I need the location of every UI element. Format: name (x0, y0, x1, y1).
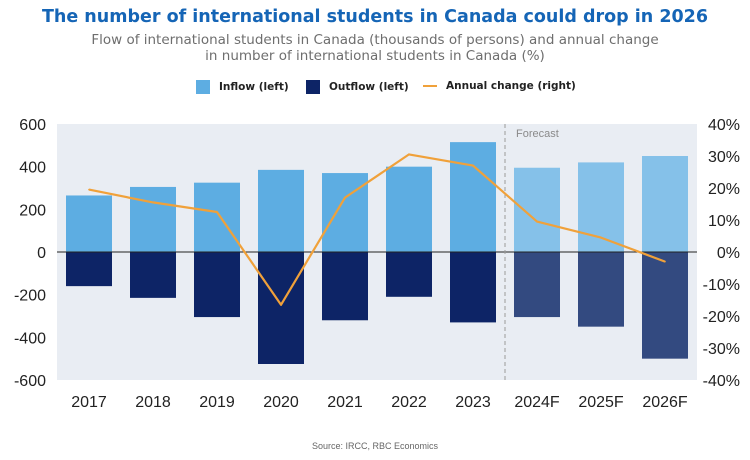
x-axis-label: 2017 (71, 394, 107, 411)
annual-change-point-2026F (664, 260, 666, 263)
right-axis-tick: -20% (703, 309, 740, 326)
right-axis-tick: 10% (708, 213, 740, 230)
legend-item-change: Annual change (right) (423, 80, 576, 92)
annual-change-point-2019 (216, 211, 218, 213)
x-axis-label: 2024F (514, 394, 560, 411)
inflow-bar-2019 (194, 182, 240, 252)
x-axis-label: 2023 (455, 394, 491, 411)
outflow-bar-2021 (322, 252, 368, 321)
outflow-bar-2020 (258, 252, 304, 364)
outflow-bar-2024F (514, 252, 560, 318)
x-axis-label: 2021 (327, 394, 363, 411)
right-axis-tick: -30% (703, 341, 740, 358)
annual-change-point-2021 (344, 196, 346, 199)
left-axis-tick: -600 (14, 373, 46, 390)
annual-change-point-2025F (600, 236, 602, 239)
left-axis-tick: 600 (19, 117, 46, 134)
source-note: Source: IRCC, RBC Economics (311, 441, 439, 451)
outflow-bar-2023 (450, 252, 496, 323)
right-axis-tick: -10% (703, 277, 740, 294)
legend-label-outflow: Outflow (left) (329, 81, 409, 93)
annual-change-point-2018 (152, 201, 154, 204)
right-axis-tick: 20% (708, 181, 740, 198)
outflow-bar-2018 (130, 252, 176, 298)
outflow-bar-2026F (642, 252, 688, 359)
right-axis-tick: 40% (708, 117, 740, 134)
x-axis-label: 2020 (263, 394, 299, 411)
legend-item-inflow: Inflow (left) (196, 80, 289, 94)
legend-label-inflow: Inflow (left) (219, 81, 289, 93)
right-axis-tick: 0% (717, 245, 740, 262)
inflow-bar-2022 (386, 166, 432, 252)
legend-item-outflow: Outflow (left) (306, 80, 409, 94)
inflow-bar-2023 (450, 142, 496, 252)
annual-change-point-2023 (472, 164, 474, 167)
outflow-bar-2019 (194, 252, 240, 318)
inflow-bar-2026F (642, 156, 688, 252)
chart-subtitle: Flow of international students in Canada… (0, 32, 750, 64)
x-axis-label: 2019 (199, 394, 235, 411)
outflow-bar-2022 (386, 252, 432, 297)
x-axis-label: 2025F (578, 394, 624, 411)
legend-swatch-outflow (306, 80, 320, 94)
x-axis-label: 2026F (642, 394, 688, 411)
left-axis-tick: 0 (37, 245, 46, 262)
inflow-bar-2020 (258, 169, 304, 252)
subtitle-line-2: in number of international students in C… (205, 48, 545, 64)
subtitle-line-1: Flow of international students in Canada… (91, 32, 659, 48)
legend-swatch-inflow (196, 80, 210, 94)
inflow-bar-2024F (514, 167, 560, 252)
legend-swatch-change (423, 85, 437, 87)
right-axis-tick: -40% (703, 373, 740, 390)
left-axis-tick: -200 (14, 288, 46, 305)
outflow-bar-2017 (66, 252, 112, 287)
x-axis-label: 2022 (391, 394, 427, 411)
annual-change-line (88, 153, 666, 306)
inflow-bar-2021 (322, 173, 368, 252)
x-axis-label: 2018 (135, 394, 171, 411)
legend-label-change: Annual change (right) (446, 80, 576, 92)
right-axis-tick: 30% (708, 149, 740, 166)
left-axis-tick: 200 (19, 202, 46, 219)
chart-title: The number of international students in … (41, 7, 709, 27)
inflow-bar-2017 (66, 195, 112, 252)
left-axis-tick: 400 (19, 160, 46, 177)
annual-change-point-2017 (88, 188, 90, 191)
inflow-bar-2018 (130, 186, 176, 252)
chart-legend: Inflow (left) Outflow (left) Annual chan… (0, 80, 750, 100)
left-axis-tick: -400 (14, 330, 46, 347)
outflow-bar-2025F (578, 252, 624, 327)
forecast-label: Forecast (516, 128, 559, 140)
annual-change-point-2024F (536, 220, 538, 223)
annual-change-point-2022 (408, 153, 410, 156)
annual-change-point-2020 (280, 304, 282, 306)
